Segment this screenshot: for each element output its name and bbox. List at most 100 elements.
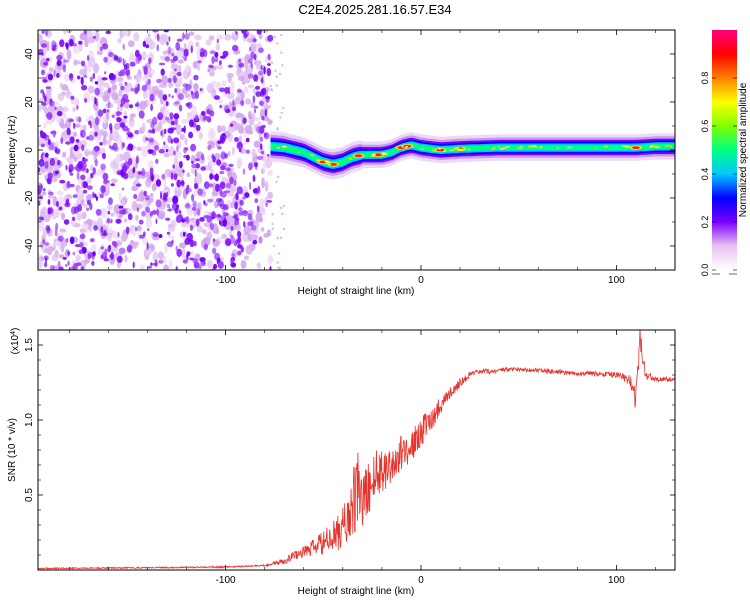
- noise-blob: [128, 118, 135, 128]
- noise-blob: [155, 158, 159, 164]
- noise-blob: [155, 179, 162, 187]
- noise-blob: [266, 200, 273, 203]
- noise-blob: [230, 226, 234, 231]
- noise-blob: [51, 40, 57, 48]
- noise-blob: [253, 161, 259, 168]
- noise-blob: [45, 113, 52, 118]
- noise-blob: [164, 56, 171, 62]
- noise-blob: [244, 125, 253, 134]
- noise-blob: [69, 38, 74, 47]
- noise-blob: [184, 93, 191, 98]
- noise-blob: [248, 162, 253, 171]
- noise-blob: [107, 210, 111, 215]
- noise-blob: [208, 183, 214, 188]
- noise-blob: [88, 56, 96, 68]
- noise-blob: [165, 116, 170, 121]
- noise-blob: [100, 185, 106, 194]
- noise-blob: [158, 62, 166, 66]
- noise-blob: [248, 73, 254, 79]
- noise-blob: [238, 58, 242, 63]
- noise-blob: [240, 99, 245, 106]
- noise-blob: [234, 96, 242, 105]
- noise-blob: [144, 194, 150, 201]
- spectrogram-image: [38, 30, 675, 270]
- noise-blob: [175, 50, 184, 59]
- ridge-band: [270, 143, 675, 167]
- noise-blob: [212, 266, 216, 270]
- noise-blob: [56, 190, 64, 196]
- ridge-fleck: [324, 160, 331, 163]
- noise-blob: [232, 44, 239, 52]
- noise-blob: [261, 87, 267, 96]
- noise-blob: [207, 259, 213, 269]
- noise-blob: [94, 131, 98, 137]
- noise-blob: [255, 59, 261, 71]
- noise-blob: [157, 210, 166, 220]
- noise-blob: [168, 233, 172, 239]
- noise-blob: [86, 199, 91, 206]
- noise-blob: [38, 104, 42, 112]
- snr-series-line: [38, 330, 675, 570]
- noise-blob: [242, 196, 247, 200]
- noise-blob: [111, 84, 118, 91]
- noise-blob: [136, 225, 142, 232]
- noise-blob: [261, 124, 266, 129]
- noise-blob: [109, 253, 114, 259]
- noise-blob: [167, 46, 172, 55]
- noise-blob: [108, 72, 115, 81]
- noise-blob: [121, 199, 126, 208]
- noise-blob: [73, 60, 82, 65]
- noise-speck: [271, 213, 274, 216]
- noise-blob: [264, 157, 273, 169]
- noise-blob: [101, 77, 108, 81]
- noise-blob: [76, 171, 80, 180]
- noise-blob: [104, 71, 107, 75]
- noise-blob: [100, 246, 104, 250]
- noise-speck: [280, 34, 283, 37]
- noise-blob: [48, 191, 54, 196]
- noise-blob: [100, 163, 106, 171]
- noise-blob: [147, 149, 154, 153]
- noise-blob: [103, 256, 108, 262]
- noise-blob: [263, 132, 270, 140]
- noise-blob: [161, 75, 169, 86]
- noise-blob: [78, 116, 82, 123]
- noise-blob: [114, 122, 121, 131]
- noise-blob: [94, 81, 99, 85]
- noise-blob: [199, 217, 205, 222]
- noise-blob: [58, 196, 65, 205]
- noise-blob: [173, 150, 177, 156]
- noise-blob: [256, 155, 264, 160]
- noise-blob: [75, 139, 80, 143]
- snr-y-label: SNR (10 * v/v): [7, 418, 18, 482]
- noise-blob: [88, 134, 94, 141]
- noise-blob: [188, 131, 194, 139]
- noise-blob: [194, 34, 202, 41]
- noise-blob: [182, 259, 188, 264]
- noise-blob: [206, 108, 211, 115]
- noise-blob: [229, 176, 234, 185]
- noise-blob: [167, 226, 176, 232]
- noise-blob: [264, 196, 269, 206]
- noise-blob: [113, 241, 118, 248]
- noise-blob: [165, 149, 169, 153]
- ridge-peak: [436, 148, 445, 152]
- spectrogram-x-label: Height of straight line (km): [298, 286, 415, 297]
- ridge-fleck: [497, 146, 500, 149]
- noise-blob: [243, 32, 248, 39]
- noise-blob: [141, 145, 148, 153]
- noise-blob: [151, 175, 154, 182]
- noise-blob: [88, 120, 92, 126]
- noise-blob: [167, 135, 172, 144]
- noise-blob: [72, 122, 76, 129]
- noise-blob: [56, 54, 63, 61]
- noise-blob: [230, 80, 235, 92]
- noise-blob: [123, 115, 128, 119]
- noise-blob: [100, 254, 104, 260]
- noise-blob: [118, 192, 122, 202]
- noise-speck: [276, 127, 279, 130]
- noise-blob: [175, 215, 182, 224]
- noise-blob: [162, 255, 167, 264]
- spectrogram-x-tick-label: -100: [216, 275, 236, 286]
- noise-blob: [73, 156, 78, 162]
